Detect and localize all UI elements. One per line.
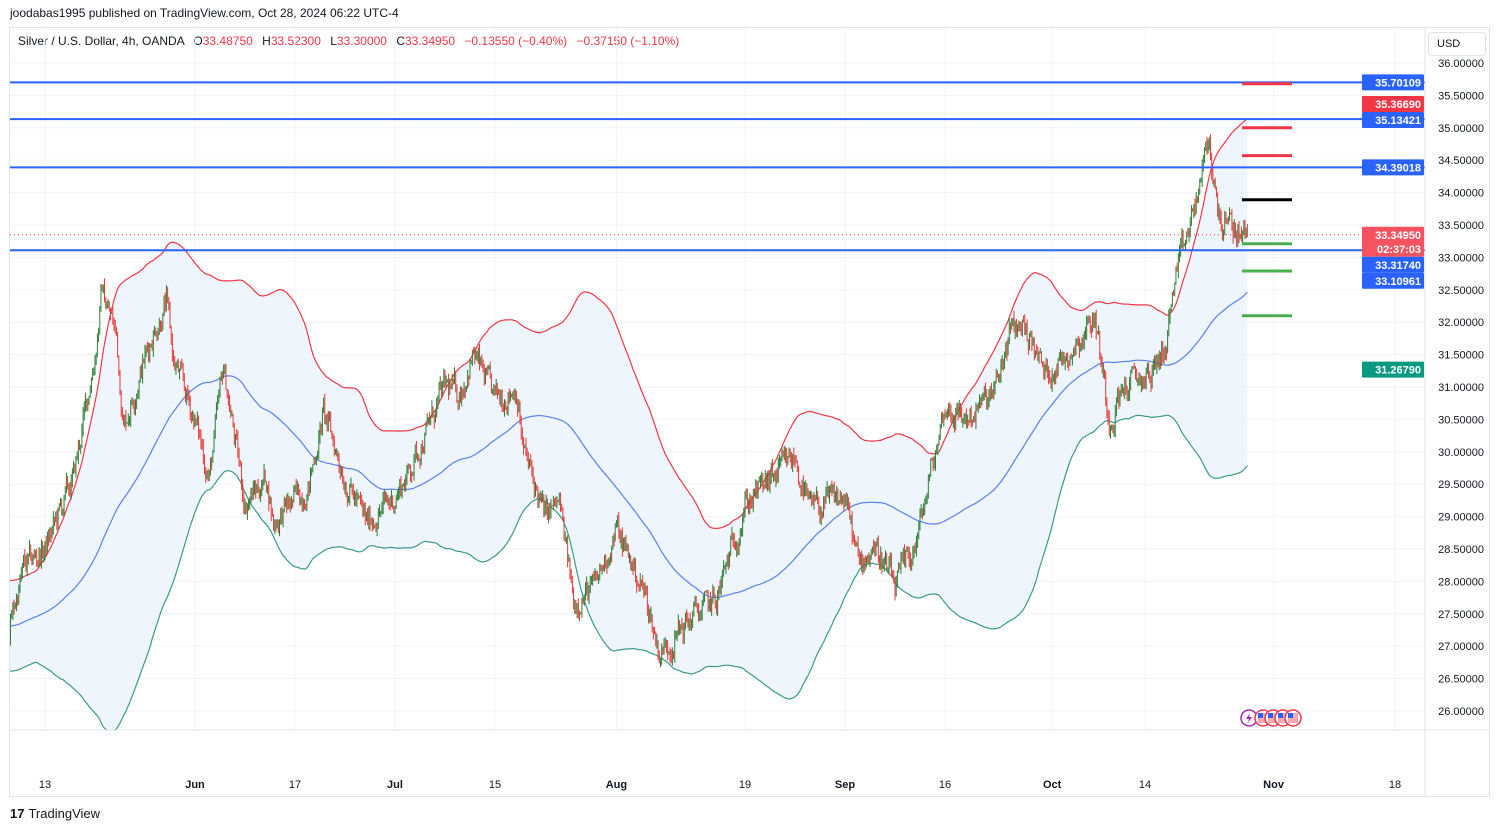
price-labels: 35.70109 35.36690 35.13421 34.39018 33.34950… (1362, 74, 1424, 378)
price-label-level (1362, 272, 1424, 289)
events-row[interactable] (1240, 709, 1302, 727)
price-label-bb_lower (1362, 361, 1424, 378)
price-tick-label: 35.50000 (1438, 90, 1484, 102)
time-tick-label: 14 (1139, 779, 1151, 791)
price-tick-label: 27.50000 (1438, 609, 1484, 621)
price-tick-label: 30.50000 (1438, 414, 1484, 426)
price-label-bb_upper (1362, 96, 1424, 113)
price-tick-label: 32.00000 (1438, 317, 1484, 329)
open-value: 33.48750 (202, 34, 253, 48)
price-tick-label: 29.00000 (1438, 512, 1484, 524)
price-label-level (1362, 112, 1424, 129)
change2-value: −0.37150 (−1.10%) (576, 34, 680, 48)
lightning-icon (1246, 713, 1252, 723)
time-tick-label: Sep (835, 779, 855, 791)
time-tick-label: Nov (1263, 779, 1285, 791)
us-flag-event-icon[interactable] (1284, 709, 1302, 727)
price-tick-label: 27.00000 (1438, 641, 1484, 653)
bollinger-upper-line (10, 118, 1248, 582)
price-label-bb_basis (1362, 256, 1424, 273)
time-tick-label: Aug (606, 779, 627, 791)
symbol-legend: Silver / U.S. Dollar, 4h, OANDA O33.4875… (18, 34, 679, 48)
price-label-level (1362, 159, 1424, 176)
time-tick-label: 15 (489, 779, 501, 791)
open-label: O (193, 34, 203, 48)
price-tick-label: 31.00000 (1438, 382, 1484, 394)
price-label-text: 31.26790 (1375, 365, 1421, 377)
high-value: 33.52300 (270, 34, 321, 48)
time-axis[interactable]: 13 Jun 17 Jul 15 Aug 19 Sep 16 Oct 14 Nov 18 (39, 779, 1401, 791)
price-label-text: 35.13421 (1375, 115, 1421, 127)
flag-canton (1278, 713, 1283, 718)
price-tick-label: 35.00000 (1438, 123, 1484, 135)
price-tick-label: 33.50000 (1438, 220, 1484, 232)
price-tick-label: 31.50000 (1438, 350, 1484, 362)
price-label-last (1362, 226, 1424, 257)
bollinger-lower-line (10, 414, 1248, 730)
price-tick-label: 33.00000 (1438, 252, 1484, 264)
price-label-text: 34.39018 (1375, 162, 1421, 174)
low-label: L (330, 34, 337, 48)
high-label: H (262, 34, 271, 48)
price-tick-label: 34.50000 (1438, 155, 1484, 167)
currency-button[interactable]: USD (1428, 32, 1486, 56)
time-tick-label: 16 (939, 779, 951, 791)
bollinger-basis-line (10, 291, 1248, 627)
symbol-name[interactable]: Silver / U.S. Dollar, 4h, OANDA (18, 34, 185, 48)
bollinger-fill (10, 118, 1248, 730)
price-label-text: 33.34950 (1375, 230, 1421, 242)
price-tick-label: 26.50000 (1438, 674, 1484, 686)
tv-logo-icon: 17 (10, 806, 25, 821)
time-tick-label: 17 (289, 779, 301, 791)
price-label-text: 35.36690 (1375, 99, 1421, 111)
close-value: 33.34950 (405, 34, 456, 48)
price-label-text: 33.10961 (1375, 276, 1421, 288)
time-tick-label: Jun (185, 779, 205, 791)
price-label-level (1362, 74, 1424, 91)
price-tick-label: 29.50000 (1438, 479, 1484, 491)
flag-canton (1268, 713, 1273, 718)
price-tick-label: 28.00000 (1438, 576, 1484, 588)
price-tick-label: 34.00000 (1438, 188, 1484, 200)
price-label-text: 35.70109 (1375, 77, 1421, 89)
time-tick-label: Oct (1043, 779, 1062, 791)
close-label: C (396, 34, 405, 48)
logo-text: TradingView (28, 806, 101, 821)
plot-area[interactable] (0, 81, 1425, 731)
price-tick-label: 30.00000 (1438, 447, 1484, 459)
price-tick-label: 36.00000 (1438, 58, 1484, 70)
flag-canton (1258, 713, 1263, 718)
flag-canton (1288, 713, 1293, 718)
price-tick-label: 26.00000 (1438, 706, 1484, 718)
price-axis[interactable]: 26.00000 26.50000 27.00000 27.50000 28.00000… (1438, 58, 1484, 718)
price-label-text: 33.31740 (1375, 260, 1421, 272)
time-tick-label: Jul (387, 779, 403, 791)
time-tick-label: 19 (739, 779, 751, 791)
price-tick-label: 28.50000 (1438, 544, 1484, 556)
price-tick-label: 32.50000 (1438, 285, 1484, 297)
publisher-line: joodabas1995 published on TradingView.co… (10, 6, 399, 20)
time-tick-label: 18 (1389, 779, 1401, 791)
tradingview-logo[interactable]: 17 TradingView (10, 806, 100, 821)
change-value: −0.13550 (−0.40%) (464, 34, 568, 48)
time-tick-label: 13 (39, 779, 51, 791)
countdown-text: 02:37:03 (1377, 244, 1421, 256)
low-value: 33.30000 (336, 34, 387, 48)
